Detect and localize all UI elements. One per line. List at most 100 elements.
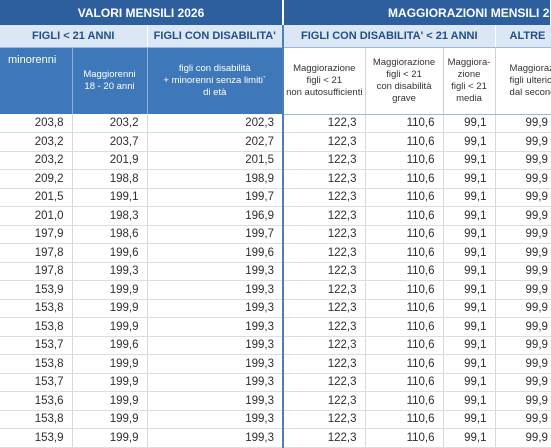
table-cell: 99,1 — [443, 169, 496, 189]
header-line: Maggiora- — [447, 56, 491, 68]
table-cell: 99,1 — [443, 317, 496, 337]
table-cell: 122,3 — [282, 188, 366, 207]
table-cell: 199,9 — [72, 299, 148, 318]
table-cell: 153,9 — [0, 428, 73, 448]
table-cell: 199,3 — [72, 262, 148, 281]
table-row: 197,9 198,6 199,7 122,3 110,6 99,1 99,9 — [0, 225, 551, 244]
header-line: Maggiorazio — [509, 62, 551, 74]
header-line: figli con disabilità — [178, 63, 251, 74]
table-cell: 99,1 — [443, 132, 496, 152]
table-row: 203,2 201,9 201,5 122,3 110,6 99,1 99,9 — [0, 151, 551, 170]
table-cell: 153,8 — [0, 354, 73, 374]
column-header: figli con disabilità + minorenni senza li… — [147, 47, 284, 114]
table-cell: 199,3 — [147, 354, 284, 374]
table-cell: 99,9 — [495, 169, 551, 189]
table-cell: 99,9 — [495, 206, 551, 226]
table-cell: 203,2 — [0, 132, 73, 152]
header-line: non autosufficienti — [286, 86, 363, 98]
table-row: 201,0 198,3 196,9 122,3 110,6 99,1 99,9 — [0, 206, 551, 226]
table-cell: 122,3 — [282, 225, 366, 244]
table-cell: 122,3 — [282, 354, 366, 374]
table-cell: 197,8 — [0, 243, 73, 263]
header-line: Maggiorazione — [293, 62, 356, 74]
table-cell: 199,9 — [72, 373, 148, 392]
table-cell: 122,3 — [282, 391, 366, 411]
table-cell: 122,3 — [282, 262, 366, 281]
section-header: ALTRE — [495, 25, 551, 48]
table-row: 197,8 199,6 199,6 122,3 110,6 99,1 99,9 — [0, 243, 551, 263]
table-cell: 122,3 — [282, 169, 366, 189]
header-line: 18 - 20 anni — [84, 81, 135, 92]
table-cell: 110,6 — [365, 188, 444, 207]
column-header: Maggiorazione figli < 21 non autosufficien… — [282, 47, 366, 115]
table-cell: 199,3 — [147, 299, 284, 318]
table-cell: 199,9 — [72, 280, 148, 300]
table-cell: 99,1 — [443, 280, 496, 300]
column-header: Maggiorazione figli < 21 con disabilità gra… — [365, 47, 444, 115]
table-cell: 99,9 — [495, 132, 551, 152]
table-cell: 199,7 — [147, 188, 284, 207]
table-cell: 110,6 — [365, 169, 444, 189]
table-cell: 99,9 — [495, 336, 551, 355]
header-line: figli < 21 — [306, 74, 343, 86]
section-header: FIGLI CON DISABILITA' — [147, 25, 284, 48]
table-cell: 99,9 — [495, 428, 551, 448]
table-cell: 153,8 — [0, 317, 73, 337]
table-cell: 199,6 — [72, 243, 148, 263]
header-line: di età — [203, 87, 227, 98]
table-cell: 110,6 — [365, 132, 444, 152]
table-cell: 203,2 — [72, 114, 148, 133]
header-line: dal second — [509, 86, 551, 98]
table-cell: 203,7 — [72, 132, 148, 152]
table-cell: 99,9 — [495, 299, 551, 318]
table-cell: 99,9 — [495, 280, 551, 300]
table-cell: 209,2 — [0, 169, 73, 189]
table-cell: 153,6 — [0, 391, 73, 411]
table-cell: 199,3 — [147, 428, 284, 448]
header-line: figli ulterio — [509, 74, 551, 86]
table-row: 203,8 203,2 202,3 122,3 110,6 99,1 99,9 — [0, 114, 551, 133]
table-cell: 110,6 — [365, 299, 444, 318]
table-cell: 198,3 — [72, 206, 148, 226]
header-line: Maggiorazione — [372, 56, 436, 68]
table-row: 153,8 199,9 199,3 122,3 110,6 99,1 99,9 — [0, 354, 551, 374]
table-row: 153,6 199,9 199,3 122,3 110,6 99,1 99,9 — [0, 391, 551, 411]
table-cell: 99,1 — [443, 151, 496, 170]
table-cell: 99,9 — [495, 262, 551, 281]
table-cell: 196,9 — [147, 206, 284, 226]
table-row: 197,8 199,3 199,3 122,3 110,6 99,1 99,9 — [0, 262, 551, 281]
table-cell: 153,8 — [0, 410, 73, 429]
table-cell: 199,7 — [147, 225, 284, 244]
section-header: FIGLI CON DISABILITA' < 21 ANNI — [282, 25, 496, 48]
table-cell: 153,9 — [0, 280, 73, 300]
table-cell: 198,8 — [72, 169, 148, 189]
table-cell: 197,8 — [0, 262, 73, 281]
table-cell: 110,6 — [365, 243, 444, 263]
header-line: Maggiorenni — [83, 69, 136, 80]
table-row: 153,8 199,9 199,3 122,3 110,6 99,1 99,9 — [0, 299, 551, 318]
table-cell: 122,3 — [282, 317, 366, 337]
table-cell: 199,3 — [147, 391, 284, 411]
table-row: 153,8 199,9 199,3 122,3 110,6 99,1 99,9 — [0, 317, 551, 337]
table-cell: 99,1 — [443, 299, 496, 318]
table-cell: 201,0 — [0, 206, 73, 226]
table-cell: 153,7 — [0, 373, 73, 392]
table-row: 153,9 199,9 199,3 122,3 110,6 99,1 99,9 — [0, 280, 551, 300]
table-cell: 99,1 — [443, 188, 496, 207]
table-cell: 201,9 — [72, 151, 148, 170]
table-cell: 99,1 — [443, 206, 496, 226]
table-cell: 199,3 — [147, 410, 284, 429]
table-cell: 199,1 — [72, 188, 148, 207]
header-line: + minorenni senza limiti` — [163, 75, 267, 86]
table-cell: 99,9 — [495, 243, 551, 263]
table-cell: 99,9 — [495, 354, 551, 374]
table-cell: 99,1 — [443, 373, 496, 392]
table-cell: 122,3 — [282, 373, 366, 392]
table-cell: 110,6 — [365, 280, 444, 300]
table-cell: 110,6 — [365, 354, 444, 374]
table-cell: 153,8 — [0, 299, 73, 318]
table-row: 153,8 199,9 199,3 122,3 110,6 99,1 99,9 — [0, 410, 551, 429]
table-cell: 201,5 — [0, 188, 73, 207]
table-cell: 198,6 — [72, 225, 148, 244]
